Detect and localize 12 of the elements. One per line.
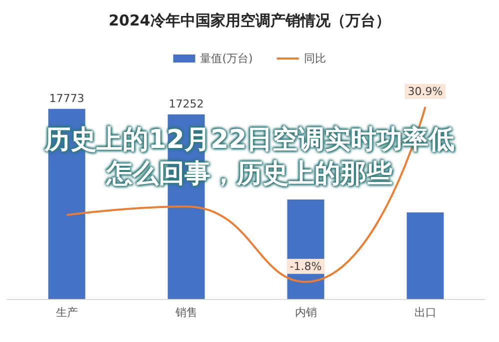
x-tick-label: 出口 [414,306,436,319]
x-tick-label: 生产 [56,306,78,319]
bar [406,212,444,299]
data-label: 30.9% [408,84,443,98]
data-label: 17773 [49,92,84,105]
data-label: -1.8% [290,260,322,273]
legend-label: 同比 [304,52,326,65]
chart-title: 2024冷年中国家用空调产销情况（万台） [108,12,390,30]
x-tick-label: 销售 [174,306,198,319]
x-tick-label: 内销 [294,306,317,319]
data-label: 17252 [168,97,204,110]
legend-label: 量值(万台) [200,52,253,65]
